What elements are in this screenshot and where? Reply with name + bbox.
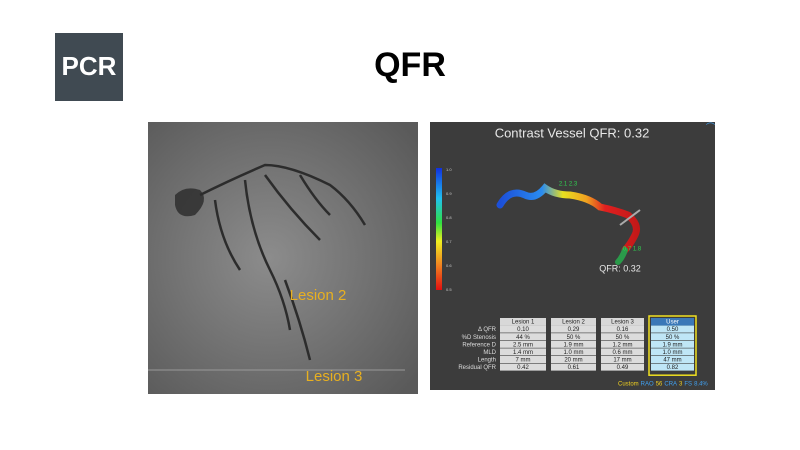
- vessel-label: 2.1 2.3: [559, 182, 578, 188]
- cell-value: 0.42: [517, 365, 529, 371]
- header-cell: [500, 318, 546, 326]
- cell-value: 0.61: [568, 365, 580, 371]
- footer-item: RAO: [641, 382, 654, 388]
- row-label: MLD: [483, 350, 496, 356]
- cell: [601, 348, 644, 356]
- header-cell: [551, 318, 596, 326]
- cell-value: 1.9 mm: [662, 342, 682, 348]
- vessel-shadow: [175, 188, 204, 217]
- qfr-panel: Contrast Vessel QFR: 0.32 2.1 2.3 0.7 1.…: [430, 122, 715, 390]
- lesion-label: Lesion 2: [290, 287, 347, 304]
- colorbar-tick: 0.8: [446, 215, 452, 220]
- cell-value: 0.29: [568, 327, 580, 333]
- angiogram: Lesion 2 Lesion 3: [148, 122, 418, 394]
- angiogram-image: [148, 122, 418, 394]
- footer-item: 56: [656, 382, 663, 388]
- cell-value: 1.0 mm: [662, 350, 682, 356]
- cell-value: 1.2 mm: [612, 342, 632, 348]
- colorbar-tick: 0.7: [446, 239, 452, 244]
- lesion-marker: [619, 209, 641, 226]
- cell: [601, 363, 644, 371]
- column-header: User: [666, 320, 679, 326]
- cell-value: 0.82: [667, 365, 679, 371]
- user-highlight: [648, 315, 697, 376]
- cell: [551, 348, 596, 356]
- cell: [651, 340, 694, 348]
- cell-value: 0.6 mm: [612, 350, 632, 356]
- cell-value: 0.49: [617, 365, 629, 371]
- colorbar: [436, 168, 442, 290]
- vessel-tip: [615, 247, 628, 265]
- row-label: Residual QFR: [458, 365, 496, 371]
- row-label: Length: [478, 358, 496, 364]
- cell: [500, 340, 546, 348]
- cell-value: 17 mm: [613, 358, 631, 364]
- footer-item: FS: [684, 382, 692, 388]
- footer-item: 8.4%: [694, 382, 708, 388]
- cell-value: 0.16: [617, 327, 629, 333]
- cell-value: 1.0 mm: [563, 350, 583, 356]
- colorbar-tick: 0.6: [446, 263, 452, 268]
- footer-item: CRA: [664, 382, 677, 388]
- row-label: Reference D: [462, 342, 496, 348]
- cell: [601, 340, 644, 348]
- cell-value: 7 mm: [516, 358, 531, 364]
- footer-item: Custom: [618, 382, 639, 388]
- cell: [500, 333, 546, 341]
- cell-value: 47 mm: [663, 358, 681, 364]
- cell: [551, 363, 596, 371]
- cell: [551, 325, 596, 333]
- icon[interactable]: ⌒: [706, 122, 715, 132]
- column-header: Lesion 2: [562, 320, 585, 326]
- cell-value: 0.10: [517, 327, 529, 333]
- column-header: Lesion 1: [512, 320, 535, 326]
- vessels: [199, 163, 367, 361]
- colorbar-tick: 0.5: [446, 287, 452, 292]
- row-label: Δ QFR: [478, 327, 497, 333]
- cell: [500, 356, 546, 363]
- slide-title: QFR: [374, 46, 446, 84]
- cell-value: 50 %: [666, 335, 680, 341]
- colorbar-tick: 1.0: [446, 167, 452, 172]
- cell-value: 50 %: [616, 335, 630, 341]
- cell: [500, 363, 546, 371]
- header-cell: [651, 318, 694, 326]
- cell: [601, 356, 644, 363]
- lesion-label: Lesion 3: [306, 368, 363, 385]
- cell: [500, 325, 546, 333]
- logo: PCR: [62, 51, 117, 81]
- cell: [551, 356, 596, 363]
- cell: [551, 333, 596, 341]
- cell: [601, 325, 644, 333]
- cell: [651, 333, 694, 341]
- vessel-label: 0.7 1.8: [623, 247, 642, 253]
- footer-item: 3: [679, 382, 683, 388]
- cell: [500, 348, 546, 356]
- cell-value: 0.50: [667, 327, 679, 333]
- qfr-result: QFR: 0.32: [599, 263, 641, 273]
- cell: [551, 340, 596, 348]
- cell-value: 2.5 mm: [513, 342, 533, 348]
- vessel-model: [496, 183, 640, 254]
- cell: [651, 363, 694, 371]
- cell-value: 1.4 mm: [513, 350, 533, 356]
- cell: [651, 348, 694, 356]
- logo-box: [55, 33, 123, 101]
- cell-value: 44 %: [516, 335, 530, 341]
- colorbar-tick: 0.9: [446, 191, 452, 196]
- cell-value: 20 mm: [564, 358, 582, 364]
- column-header: Lesion 3: [611, 320, 634, 326]
- cell-value: 50 %: [567, 335, 581, 341]
- cell: [601, 333, 644, 341]
- cell-value: 1.9 mm: [563, 342, 583, 348]
- row-label: %D Stenosis: [462, 335, 496, 341]
- cell: [651, 356, 694, 363]
- header-cell: [601, 318, 644, 326]
- cell: [651, 325, 694, 333]
- panel-title: Contrast Vessel QFR: 0.32: [495, 125, 650, 140]
